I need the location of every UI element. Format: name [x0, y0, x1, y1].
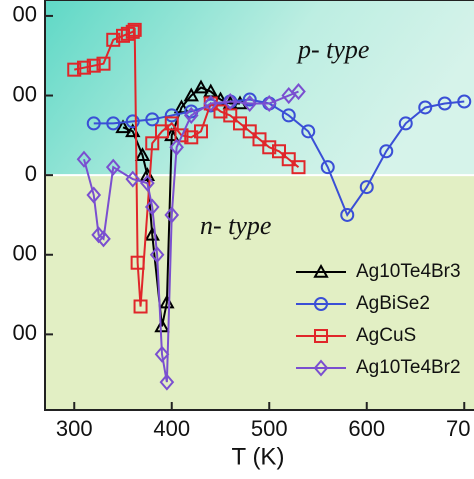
- y-tick-label: 00: [13, 2, 37, 27]
- point: [127, 22, 142, 37]
- point: [340, 207, 355, 222]
- y-tick-label: 00: [13, 241, 37, 266]
- legend-label: AgBiSe2: [356, 293, 430, 314]
- legend-label: Ag10Te4Br2: [356, 357, 461, 378]
- x-tick-label: 70: [446, 416, 470, 441]
- point: [140, 174, 155, 192]
- x-tick-label: 600: [348, 416, 385, 441]
- point: [96, 56, 111, 71]
- point: [183, 106, 199, 124]
- point: [154, 345, 170, 363]
- point: [222, 92, 238, 111]
- annotation: n- type: [200, 211, 271, 240]
- annotation: p- type: [296, 35, 369, 64]
- point: [242, 92, 257, 107]
- point: [173, 99, 190, 114]
- point: [320, 160, 335, 175]
- point: [242, 124, 257, 139]
- point: [67, 62, 82, 77]
- point: [252, 132, 267, 147]
- point: [261, 94, 277, 113]
- point: [164, 108, 179, 123]
- point: [125, 24, 140, 39]
- point: [164, 206, 180, 224]
- n-region: [45, 175, 474, 410]
- point: [164, 116, 179, 131]
- point: [194, 124, 208, 139]
- point: [169, 138, 184, 156]
- point: [130, 255, 145, 270]
- point: [183, 87, 199, 102]
- point: [145, 136, 160, 151]
- series-line: [83, 90, 299, 383]
- point: [106, 32, 121, 47]
- point: [291, 83, 306, 101]
- point: [233, 116, 247, 131]
- point: [262, 140, 277, 155]
- point: [379, 144, 394, 159]
- point: [437, 96, 452, 111]
- point: [281, 152, 296, 167]
- background: [45, 0, 474, 410]
- x-tick-label: 500: [251, 416, 288, 441]
- point: [149, 246, 165, 264]
- point: [457, 94, 472, 109]
- point: [134, 147, 151, 162]
- point: [106, 116, 121, 131]
- point: [398, 116, 413, 131]
- x-axis-label: T (K): [232, 443, 285, 470]
- point: [77, 60, 91, 75]
- p-region: [45, 0, 474, 176]
- point: [301, 124, 316, 139]
- point: [203, 94, 219, 113]
- point: [281, 108, 296, 123]
- point: [86, 116, 101, 131]
- legend-label: AgCuS: [356, 325, 416, 346]
- point: [213, 104, 228, 119]
- x-tick-label: 300: [56, 416, 93, 441]
- point: [291, 160, 306, 175]
- plot: [67, 22, 472, 391]
- point: [418, 100, 433, 115]
- point: [359, 180, 374, 195]
- point: [105, 158, 121, 176]
- legend-label: Ag10Te4Br3: [356, 261, 461, 282]
- point: [86, 58, 101, 73]
- point: [242, 94, 258, 113]
- x-tick-label: 400: [153, 416, 190, 441]
- point: [96, 230, 111, 248]
- frame: [44, 0, 474, 411]
- point: [154, 318, 170, 333]
- legend-marker: [313, 359, 329, 377]
- point: [144, 198, 160, 216]
- point: [86, 186, 102, 204]
- point: [145, 112, 160, 127]
- point: [174, 128, 189, 143]
- y-tick-label: 00: [13, 320, 37, 345]
- y-tick-label: 00: [13, 81, 37, 106]
- point: [125, 114, 140, 129]
- y-tick-label: 0: [25, 161, 37, 186]
- point: [272, 144, 286, 159]
- point: [193, 79, 209, 94]
- point: [125, 170, 141, 188]
- point: [155, 124, 169, 139]
- point: [76, 150, 92, 168]
- point: [133, 299, 148, 314]
- point: [159, 373, 175, 391]
- point: [115, 119, 131, 134]
